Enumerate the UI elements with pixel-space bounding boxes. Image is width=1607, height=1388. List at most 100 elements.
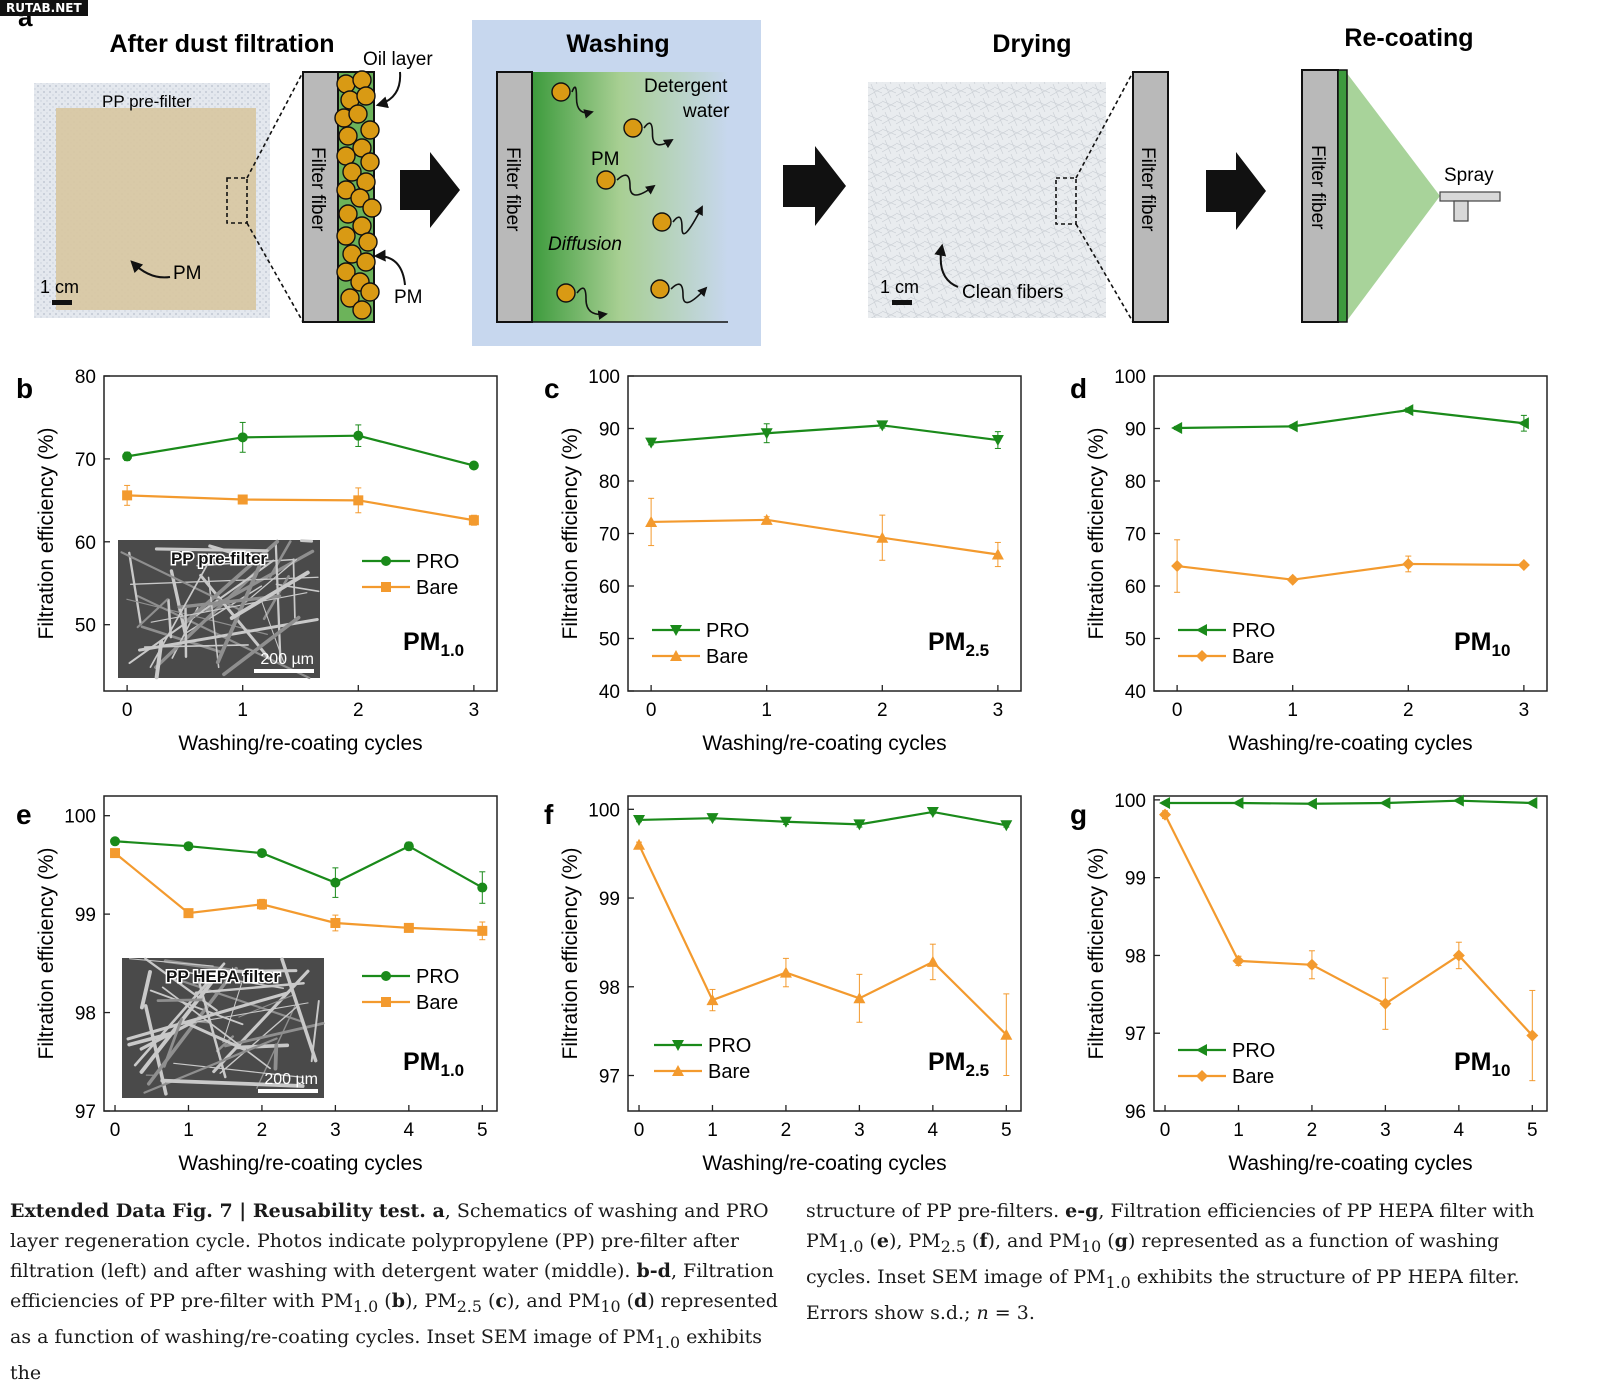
series-bare [633,839,1012,1076]
wash-pm-label: PM [591,149,620,170]
oil-pointer-arrow [378,72,400,105]
y-tick-label: 60 [1125,577,1146,598]
pm-particle [361,283,379,301]
x-tick-label: 5 [1001,1120,1012,1141]
washing-step: Washing Filter fiber Detergent water PM … [472,20,761,346]
x-tick-label: 3 [1519,700,1530,721]
inset-scale-bar [254,669,314,673]
series-pro [110,836,487,903]
y-tick-label: 90 [1125,420,1146,441]
pm-size-label: PM10 [1454,1048,1510,1080]
after-title: After dust filtration [110,30,335,58]
x-tick-label: 1 [707,1120,718,1141]
legend-label: PRO [1232,1040,1275,1062]
data-point [1518,559,1530,571]
oil-layer-label: Oil layer [363,49,433,70]
x-tick-label: 0 [1172,700,1183,721]
y-tick-label: 100 [1114,791,1146,812]
sem-fiber [237,1045,287,1047]
y-tick-label: 80 [599,472,620,493]
legend-label: Bare [1232,646,1274,668]
y-tick-label: 50 [1125,630,1146,651]
panel-letter: c [544,373,560,404]
x-tick-label: 3 [330,1120,341,1141]
legend-label: Bare [1232,1066,1274,1088]
x-tick-label: 4 [1454,1120,1465,1141]
data-point [353,495,363,505]
pm-size-label: PM1.0 [403,628,464,660]
pm-particle [357,253,375,271]
y-tick-label: 100 [64,807,96,828]
prefilter-photo [56,108,256,310]
pm-particle [357,87,375,105]
recoat-green-layer [1338,70,1347,322]
recoat-filter-fiber-label: Filter fiber [1307,145,1328,230]
washing-title: Washing [566,30,669,58]
x-tick-label: 2 [1307,1120,1318,1141]
pm-size-label: PM2.5 [928,628,989,660]
y-tick-label: 70 [599,525,620,546]
process-arrow-3 [1206,152,1266,230]
pm-particle [363,199,381,217]
x-tick-label: 4 [404,1120,415,1141]
sem-fiber [158,1000,201,1001]
legend-label: Bare [416,992,458,1014]
y-axis-label: Filtration efficiency (%) [35,847,58,1059]
pm-particle [337,75,355,93]
pm-particle [349,105,367,123]
sem-fiber [275,1045,276,1068]
pm-size-label: PM1.0 [403,1048,464,1080]
data-point [404,923,414,933]
y-tick-label: 60 [599,577,620,598]
clean-fibers-label: Clean fibers [962,282,1063,303]
data-point [633,839,645,850]
data-point [1159,809,1171,821]
x-tick-label: 3 [854,1120,865,1141]
x-axis-label: Washing/re-coating cycles [702,1152,946,1175]
pm-particle [357,173,375,191]
drying-step: Drying Filter fiber Clean fibers 1 cm [868,30,1168,322]
y-axis-label: Filtration efficiency (%) [1085,427,1108,639]
data-point [1287,574,1299,586]
panel-letter: g [1070,799,1087,830]
process-arrow-1 [400,152,460,228]
legend-marker [381,582,391,592]
data-point [477,926,487,936]
legend-marker [381,997,391,1007]
recoating-title: Re-coating [1344,24,1473,52]
legend-label: PRO [706,620,749,642]
data-point [330,878,340,888]
data-point [1402,558,1414,570]
watermark-badge: RUTAB.NET [0,0,88,16]
x-axis-label: Washing/re-coating cycles [702,732,946,755]
pm-particle [624,119,642,137]
legend-marker [1196,1044,1207,1056]
series-pro [633,807,1012,831]
filter-fiber-label: Filter fiber [307,147,328,232]
pm-particle [653,213,671,231]
panel-letter: f [544,799,554,830]
recoating-step: Re-coating Filter fiber Spray [1302,24,1500,322]
data-point [469,461,479,471]
data-point [404,841,414,851]
series-pro [122,422,479,470]
x-tick-label: 2 [1403,700,1414,721]
data-point [780,967,792,978]
y-tick-label: 40 [599,682,620,703]
panel-letter: d [1070,373,1087,404]
x-tick-label: 1 [761,700,772,721]
x-tick-label: 5 [477,1120,488,1141]
data-point [1171,560,1183,572]
data-point [122,451,132,461]
pm-side-pointer-arrow [376,256,405,285]
legend-marker [1196,624,1207,636]
spray-nozzle [1440,192,1500,201]
pm-particle [337,227,355,245]
y-tick-label: 70 [75,450,96,471]
data-point [183,908,193,918]
